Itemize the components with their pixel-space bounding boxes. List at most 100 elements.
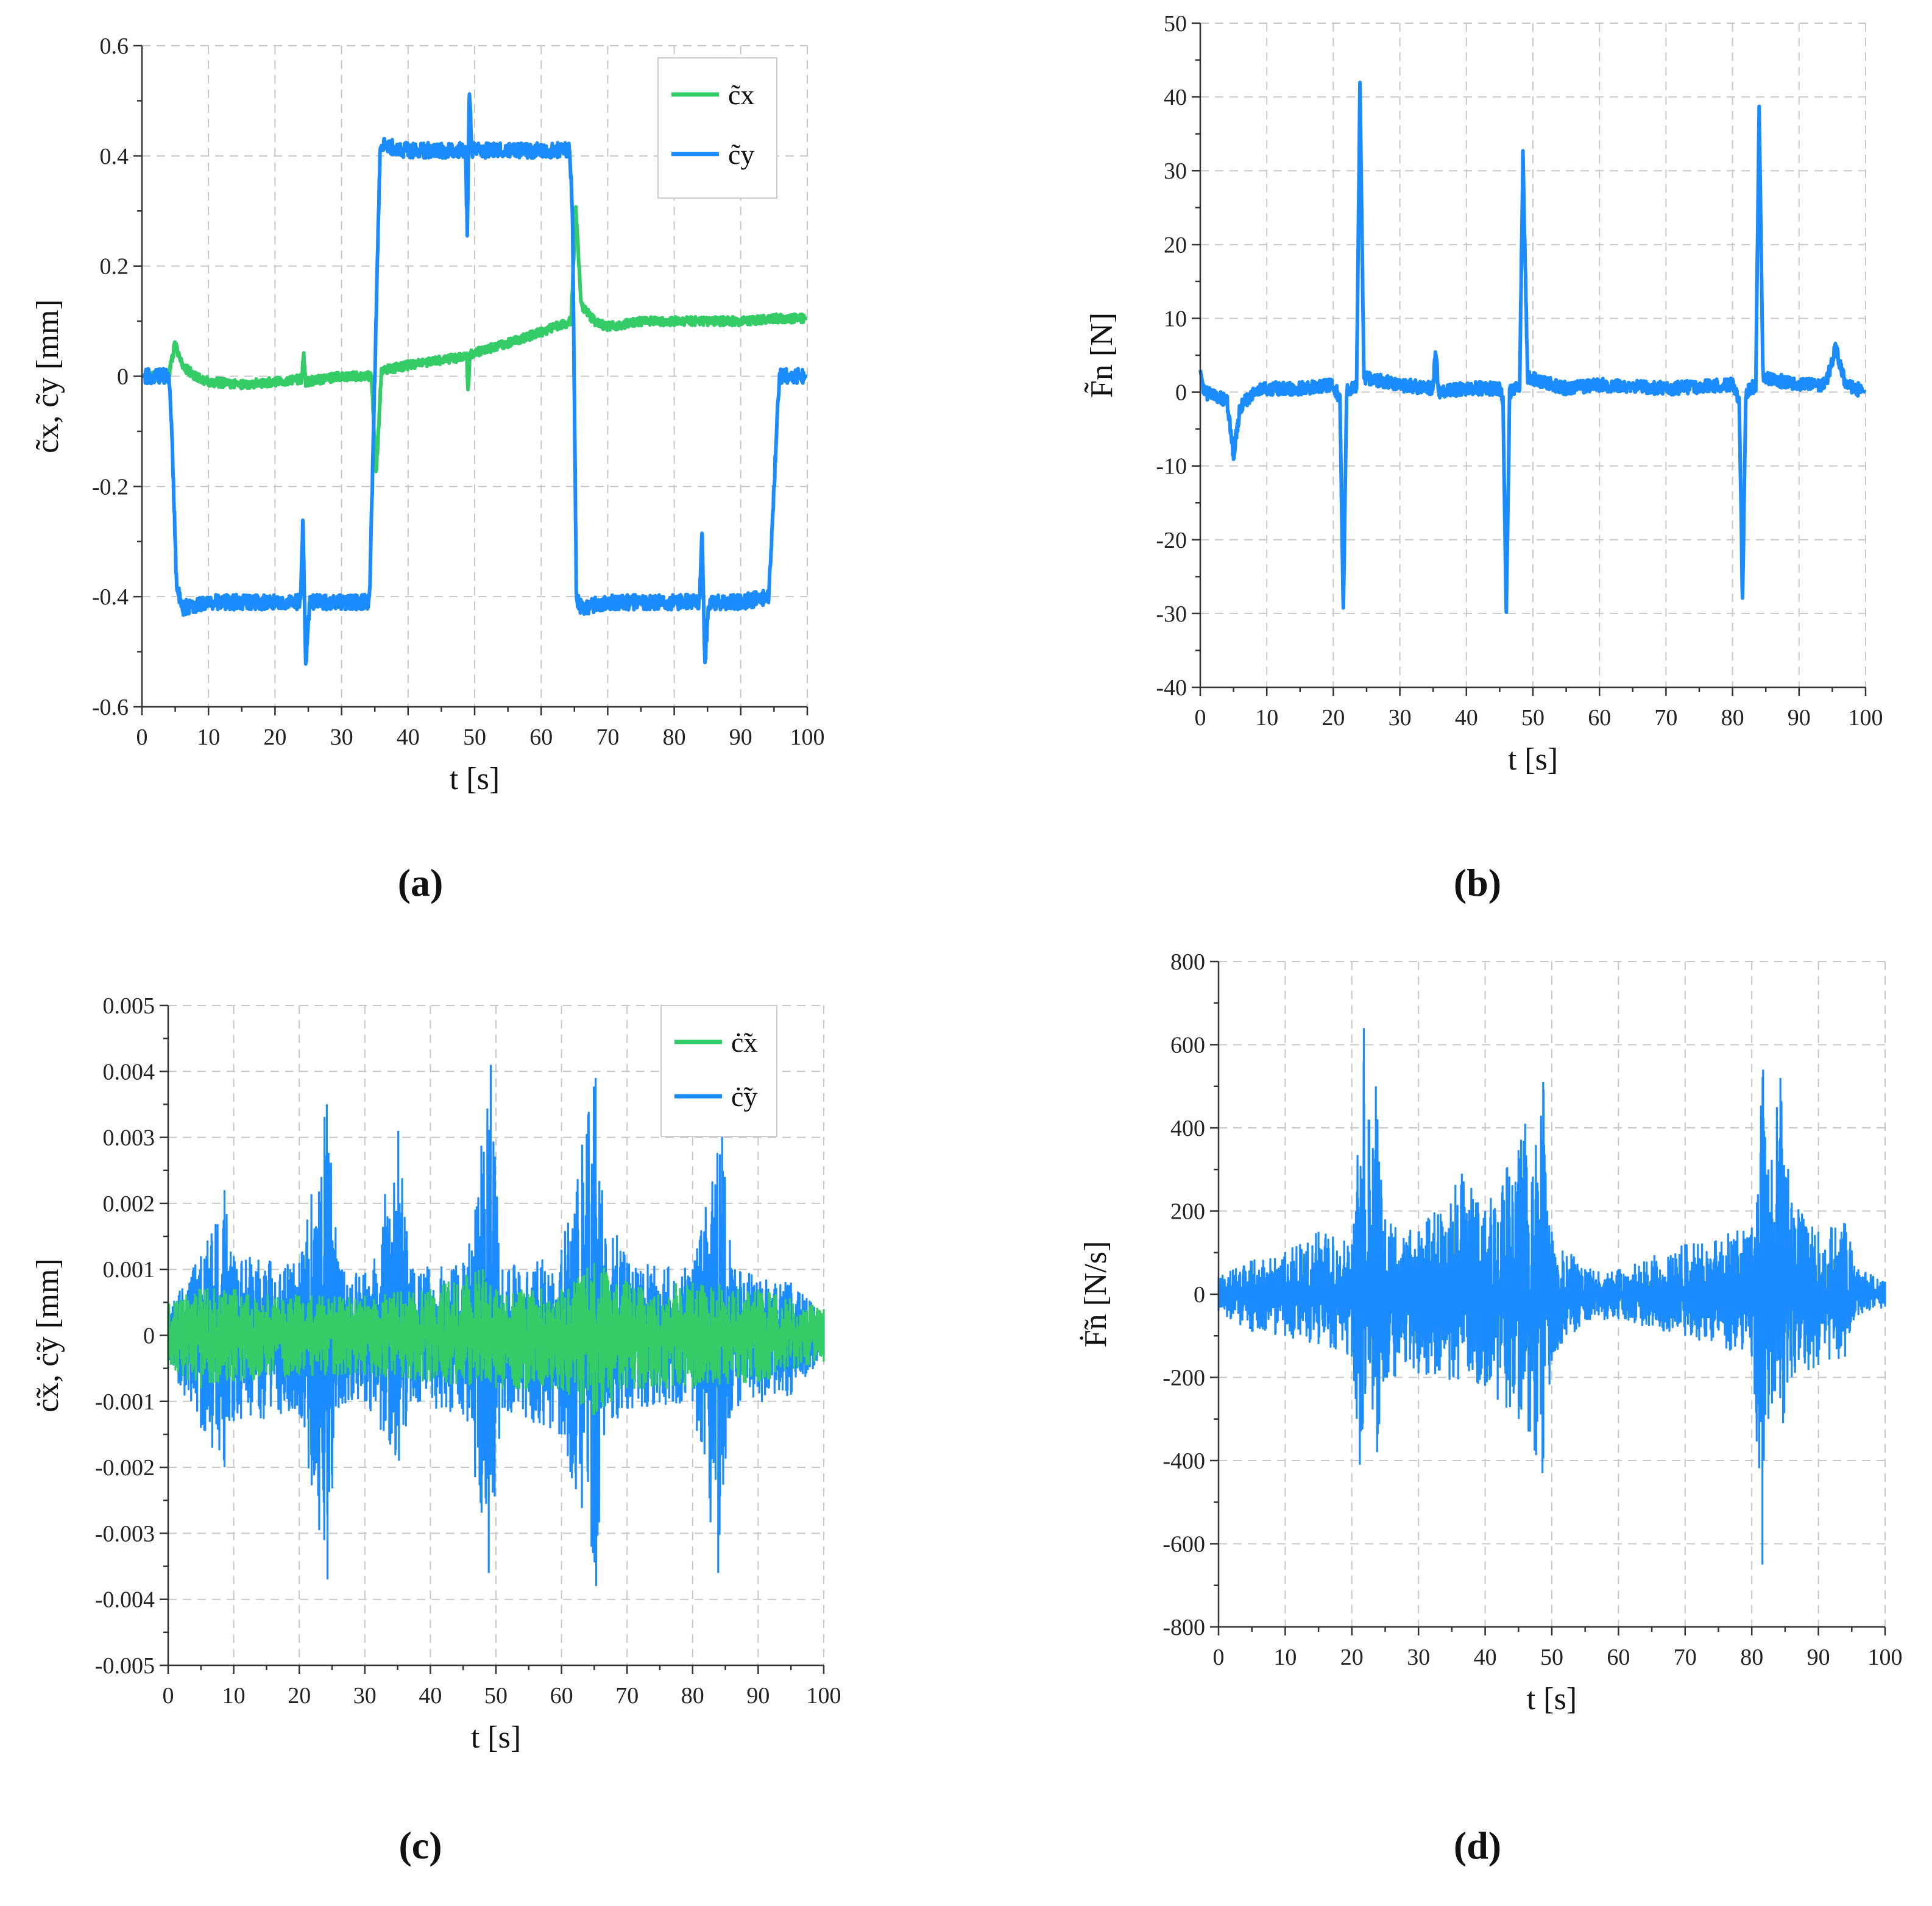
x-tick-label: 70 [1654, 705, 1677, 731]
y-axis-label: ċ̃x, ċ̃y [mm] [30, 1258, 65, 1412]
y-tick-label: 0.003 [103, 1125, 155, 1151]
y-tick-label: 0.005 [103, 993, 155, 1019]
y-tick-label: -0.2 [92, 474, 129, 500]
x-tick-label: 20 [263, 724, 286, 750]
y-tick-label: 0.4 [100, 144, 129, 169]
y-tick-label: -600 [1162, 1532, 1205, 1557]
panel-b: 0 10 20 30 40 50 60 70 80 90 100 -40 -30 -20 -10 0 10 20 3… [1084, 11, 1883, 904]
x-tick-label: 60 [1607, 1645, 1630, 1670]
x-tick-label: 20 [288, 1683, 311, 1709]
x-tick-label: 30 [1407, 1645, 1430, 1670]
x-tick-label: 50 [1521, 705, 1545, 731]
y-tick-label: 600 [1170, 1033, 1205, 1058]
x-tick-label: 40 [1455, 705, 1478, 731]
x-tick-label: 100 [1868, 1645, 1903, 1670]
series-line-1 [140, 92, 809, 666]
y-tick-label: -0.004 [95, 1587, 155, 1613]
x-tick-label: 60 [550, 1683, 573, 1709]
y-tick-label: 50 [1164, 11, 1187, 37]
y-tick-label: -200 [1162, 1366, 1205, 1391]
y-tick-label: -400 [1162, 1448, 1205, 1474]
legend-box [657, 57, 777, 199]
x-tick-label: 90 [729, 724, 752, 750]
x-axis-label: t [s] [1508, 742, 1558, 777]
x-tick-label: 40 [397, 724, 420, 750]
x-tick-label: 100 [807, 1683, 841, 1709]
series-line-0 [1217, 1028, 1886, 1565]
x-tick-label: 20 [1340, 1645, 1364, 1670]
y-tick-label: -0.002 [95, 1455, 155, 1481]
y-tick-label: 0 [117, 364, 129, 390]
y-axis-label: c̃x, c̃y [mm] [30, 299, 65, 453]
y-tick-label: -30 [1156, 601, 1187, 627]
x-tick-label: 30 [1389, 705, 1412, 731]
y-tick-label: 800 [1170, 949, 1205, 975]
x-tick-label: 100 [1849, 705, 1883, 731]
panel-label: (c) [398, 1824, 442, 1867]
legend: ċ̃x ċ̃y [660, 1005, 777, 1137]
x-tick-label: 80 [681, 1683, 704, 1709]
y-tick-label: 40 [1164, 85, 1187, 110]
x-tick-label: 10 [1273, 1645, 1297, 1670]
y-tick-label: 30 [1164, 158, 1187, 184]
x-tick-label: 20 [1322, 705, 1345, 731]
x-tick-label: 50 [1540, 1645, 1563, 1670]
x-tick-label: 90 [1788, 705, 1811, 731]
y-axis-label: Ḟ̃n [N/s] [1078, 1241, 1113, 1348]
y-tick-label: 0.001 [103, 1257, 155, 1283]
panel-label: (d) [1454, 1824, 1501, 1867]
series-line-0 [1198, 80, 1867, 614]
panel-d: 0 10 20 30 40 50 60 70 80 90 100 -800 -600 -400 -200 0 2… [1078, 949, 1903, 1867]
legend-label: ċ̃y [731, 1081, 757, 1112]
x-tick-label: 30 [330, 724, 353, 750]
panel-c: 0 10 20 30 40 50 60 70 80 90 100 -0.005 -0.004 -0.003… [30, 993, 841, 1867]
x-tick-label: 90 [746, 1683, 770, 1709]
legend-label: c̃x [728, 79, 754, 110]
x-tick-label: 0 [1195, 705, 1206, 731]
panel-a: 0 10 20 30 40 50 60 70 80 90 100 -0.6 -0.4 -0.2 0 0.2 0.… [30, 34, 825, 904]
y-tick-label: -40 [1156, 675, 1187, 701]
y-tick-label: 0.2 [100, 254, 129, 280]
x-tick-label: 0 [136, 724, 148, 750]
x-axis-label: t [s] [450, 762, 500, 796]
series-line-0 [140, 205, 809, 473]
x-tick-label: 100 [790, 724, 825, 750]
x-tick-label: 10 [222, 1683, 246, 1709]
panel-label: (a) [398, 861, 444, 904]
x-tick-label: 40 [419, 1683, 442, 1709]
panel-label: (b) [1454, 861, 1501, 904]
y-tick-label: 0 [143, 1323, 155, 1349]
x-tick-label: 30 [353, 1683, 377, 1709]
legend-box [660, 1005, 777, 1137]
x-tick-label: 50 [484, 1683, 508, 1709]
x-tick-label: 70 [615, 1683, 639, 1709]
y-tick-label: 10 [1164, 306, 1187, 331]
x-tick-label: 90 [1807, 1645, 1830, 1670]
y-tick-label: 0.002 [103, 1191, 155, 1217]
y-axis-label: F̃n [N] [1084, 313, 1119, 398]
y-tick-label: -10 [1156, 454, 1187, 480]
x-tick-label: 70 [1674, 1645, 1697, 1670]
y-tick-label: 20 [1164, 232, 1187, 258]
x-tick-label: 10 [197, 724, 220, 750]
legend: c̃x c̃y [657, 57, 777, 199]
legend-label: c̃y [728, 139, 754, 170]
x-tick-label: 80 [1721, 705, 1744, 731]
y-tick-label: 0 [1194, 1282, 1205, 1308]
legend-label: ċ̃x [731, 1027, 757, 1058]
y-tick-label: -800 [1162, 1615, 1205, 1640]
y-tick-label: 0 [1175, 380, 1187, 406]
x-tick-label: 40 [1474, 1645, 1497, 1670]
x-tick-label: 80 [663, 724, 686, 750]
y-tick-label: 0.6 [100, 34, 129, 59]
y-tick-label: -0.6 [92, 695, 129, 720]
x-axis-label: t [s] [471, 1720, 521, 1755]
x-axis-label: t [s] [1527, 1682, 1577, 1716]
x-tick-label: 60 [1588, 705, 1611, 731]
y-tick-label: -0.003 [95, 1521, 155, 1546]
x-tick-label: 50 [463, 724, 486, 750]
y-tick-label: -0.001 [95, 1389, 155, 1415]
x-tick-label: 70 [596, 724, 619, 750]
y-tick-label: 200 [1170, 1199, 1205, 1225]
